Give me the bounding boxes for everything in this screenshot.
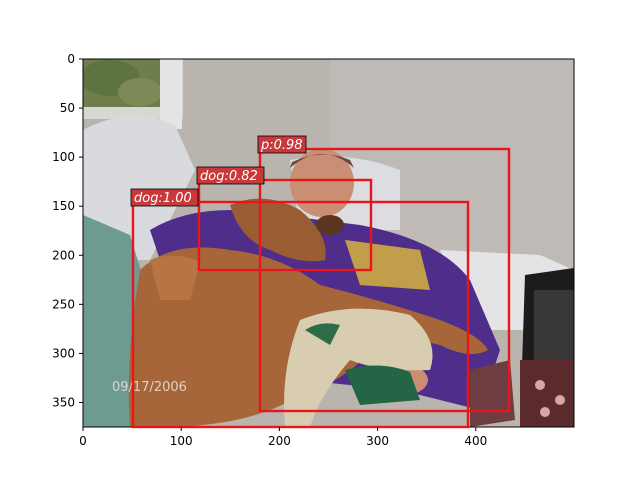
y-tick-label: 350: [52, 395, 75, 409]
label-text-dog-body: dog:1.00: [134, 191, 192, 206]
x-tick-label: 100: [170, 434, 193, 448]
person-box: [258, 147, 511, 413]
y-tick-label: 0: [67, 52, 75, 66]
y-tick-label: 150: [52, 199, 75, 213]
y-axis: 0 50 100 150 200 250 300 350: [52, 52, 83, 409]
detection-label-dog-head: dog:0.82: [196, 166, 265, 185]
y-tick-label: 300: [52, 346, 75, 360]
x-tick-label: 300: [366, 434, 389, 448]
label-text-dog-head: dog:0.82: [200, 169, 258, 184]
detections: p:0.98 dog:0.82 dog:1.00: [130, 135, 511, 429]
dog-box-large: [131, 200, 470, 429]
x-axis: 0 100 200 300 400: [79, 427, 487, 448]
x-tick-label: 200: [268, 434, 291, 448]
photo: 09/17/2006: [83, 59, 574, 427]
y-tick-label: 50: [60, 101, 75, 115]
dog-box-head: [197, 178, 373, 272]
x-tick-label: 400: [464, 434, 487, 448]
x-tick-label: 0: [79, 434, 87, 448]
detection-label-person: p:0.98: [257, 135, 307, 154]
date-stamp: 09/17/2006: [112, 380, 187, 395]
y-tick-label: 200: [52, 248, 75, 262]
y-tick-label: 100: [52, 150, 75, 164]
label-text-person: p:0.98: [260, 138, 303, 153]
side-table: [520, 268, 574, 427]
y-tick-label: 250: [52, 297, 75, 311]
detection-label-dog-body: dog:1.00: [130, 188, 199, 207]
window: [83, 59, 183, 129]
blanket: [284, 308, 515, 427]
